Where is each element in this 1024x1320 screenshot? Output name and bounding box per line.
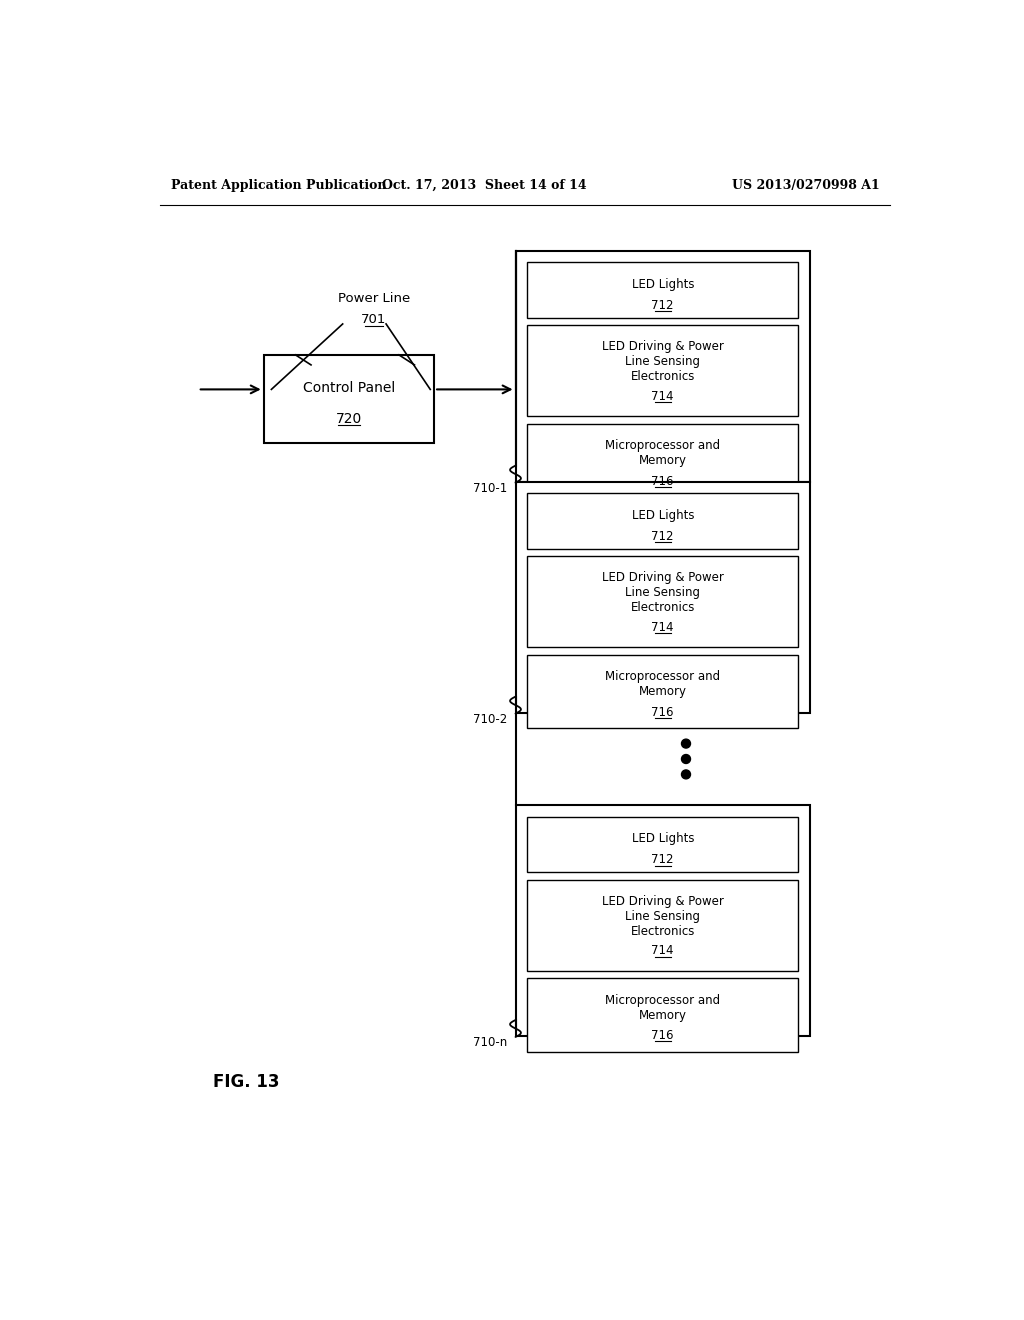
Text: 712: 712	[651, 300, 674, 312]
Text: Power Line: Power Line	[338, 292, 410, 305]
Bar	[515, 805, 810, 1036]
Text: 712: 712	[651, 854, 674, 866]
Text: 714: 714	[651, 620, 674, 634]
Text: 716: 716	[651, 475, 674, 487]
Text: FIG. 13: FIG. 13	[213, 1073, 280, 1092]
Text: Patent Application Publication: Patent Application Publication	[171, 178, 386, 191]
Text: Microprocessor and
Memory: Microprocessor and Memory	[605, 440, 720, 467]
Bar	[527, 817, 799, 873]
Text: Microprocessor and
Memory: Microprocessor and Memory	[605, 994, 720, 1022]
Text: 710-n: 710-n	[473, 1036, 508, 1049]
Text: LED Lights: LED Lights	[632, 510, 694, 521]
Circle shape	[682, 755, 690, 763]
Circle shape	[682, 770, 690, 779]
Text: Oct. 17, 2013  Sheet 14 of 14: Oct. 17, 2013 Sheet 14 of 14	[382, 178, 587, 191]
Bar	[515, 251, 810, 482]
Text: LED Driving & Power
Line Sensing
Electronics: LED Driving & Power Line Sensing Electro…	[602, 895, 724, 937]
Bar	[527, 655, 799, 729]
Text: LED Lights: LED Lights	[632, 833, 694, 845]
Text: LED Driving & Power
Line Sensing
Electronics: LED Driving & Power Line Sensing Electro…	[602, 341, 724, 383]
Text: 716: 716	[651, 1030, 674, 1041]
Bar	[527, 494, 799, 549]
Text: Control Panel: Control Panel	[303, 381, 395, 396]
Bar	[263, 355, 434, 444]
Text: 720: 720	[336, 412, 362, 425]
Text: LED Driving & Power
Line Sensing
Electronics: LED Driving & Power Line Sensing Electro…	[602, 572, 724, 614]
Bar	[527, 557, 799, 647]
Bar	[527, 263, 799, 318]
Text: 712: 712	[651, 531, 674, 543]
Text: 716: 716	[651, 706, 674, 718]
Text: LED Lights: LED Lights	[632, 279, 694, 290]
Bar	[527, 326, 799, 416]
Text: 710-2: 710-2	[473, 713, 508, 726]
Text: 701: 701	[361, 313, 386, 326]
Text: Microprocessor and
Memory: Microprocessor and Memory	[605, 671, 720, 698]
Text: US 2013/0270998 A1: US 2013/0270998 A1	[732, 178, 880, 191]
Bar	[515, 482, 810, 713]
Bar	[527, 978, 799, 1052]
Text: 710-1: 710-1	[473, 482, 508, 495]
Bar	[527, 880, 799, 970]
Text: 714: 714	[651, 944, 674, 957]
Bar	[527, 424, 799, 498]
Circle shape	[682, 739, 690, 748]
Text: 714: 714	[651, 389, 674, 403]
